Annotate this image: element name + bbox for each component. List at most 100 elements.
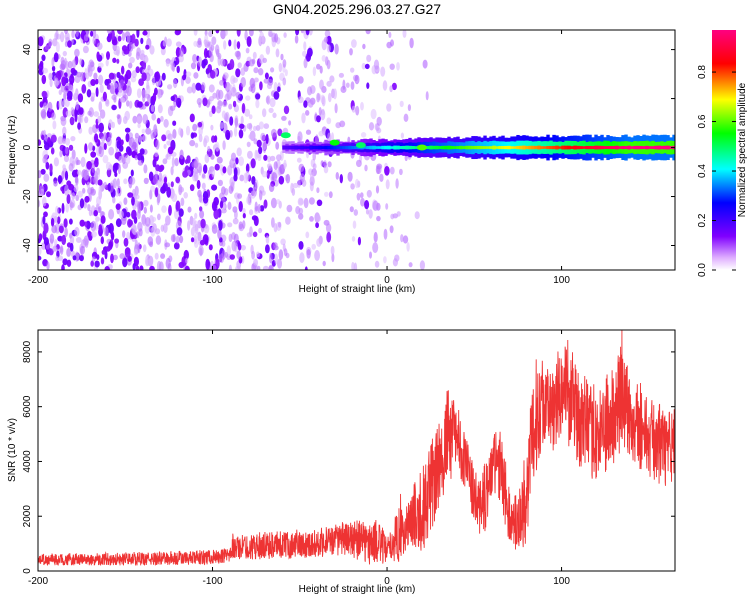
spectrogram-cell [98,145,102,155]
spectrogram-cell [128,178,133,189]
spectrogram-cell [63,155,70,163]
spectrogram-cell [373,231,378,243]
spectrogram-cell [50,134,57,143]
spectrogram-cell [59,245,64,255]
spectrogram-cell [316,238,322,247]
spectrogram-cell [119,79,125,87]
spectrogram-cell [229,59,235,70]
spectrogram-cell [196,179,201,190]
spectrogram-cell [64,30,68,35]
spectrogram-cell [203,135,210,144]
spectrogram-cell [255,93,261,100]
spectrogram-cell [360,197,365,207]
spectrogram-cell [235,157,239,165]
spectrogram-cell [402,235,409,244]
spectrogram-cell [147,236,154,246]
spectrogram-cell [143,206,147,214]
spectrogram-cell [83,170,90,181]
spectrogram-cell [173,242,180,250]
spectrogram-cell [70,67,76,74]
spectrogram-cell [150,185,156,192]
carrier-cell [549,145,553,150]
spectrogram-cell [221,110,226,119]
spectrogram-cell [38,246,42,256]
spectrogram-cell [237,242,242,251]
spectrogram-cell [149,45,155,55]
spectrogram-cell [140,37,144,45]
spectrogram-cell [360,192,364,199]
spectrogram-cell [253,67,259,74]
spectrogram-cell [399,100,404,108]
spectrogram-cell [199,239,206,246]
spectrogram-cell [175,176,181,184]
spectrogram-cell [128,100,133,109]
spectrogram-cell [306,249,311,259]
spectrogram-cell [167,133,173,141]
spectrogram-xlabel: Height of straight line (km) [299,284,416,295]
spectrogram-cell [286,204,293,213]
carrier-cell [525,146,529,150]
spectrogram-cell [227,222,233,228]
spectrogram-cell [299,252,305,264]
spectrogram-cell [94,133,99,143]
spectrogram-cell [44,142,50,151]
spectrogram-cell [376,116,382,126]
carrier-cell [291,145,295,150]
spectrogram-cell [149,189,153,200]
spectrogram-cell [262,265,269,270]
spectrogram-cell [198,134,203,143]
spectrogram-cell [221,249,226,260]
spectrogram-cell [112,196,116,204]
spectrogram-cell [199,210,205,219]
spectrogram-cell [395,178,399,189]
carrier-cell [567,145,571,150]
carrier-cell [447,145,451,150]
spectrogram-cell [94,260,100,268]
spectrogram-cell [112,57,117,63]
spectrogram-cell [126,231,131,240]
spectrogram-cell [383,228,388,240]
spectrogram-cell [404,154,408,162]
spectrogram-cell [376,165,382,175]
spectrogram-cell [230,152,237,162]
spectrogram-cell [283,32,287,38]
spectrogram-cell [282,77,287,86]
spectrogram-cell [354,74,360,85]
spectrogram-cell [205,258,210,270]
spectrogram-cell [303,100,308,108]
carrier-cell [321,146,325,149]
spectrogram-cell [156,260,162,270]
spectrogram-cell [351,39,357,48]
spectrogram-cell [327,161,332,168]
spectrogram-cell [52,120,57,130]
spectrogram-cell [285,173,291,184]
spectrogram-cell [62,258,68,266]
spectrogram-cell [53,180,58,187]
spectrogram-cell [228,233,233,243]
spectrogram-cell [191,82,197,94]
carrier-cell [660,145,664,150]
spectrogram-cell [201,82,206,91]
spectrogram-cell [298,198,304,205]
spectrogram-cell [116,140,121,149]
spectrogram-cell [335,172,339,180]
spectrogram-cell [282,59,287,68]
carrier-cell [462,146,466,149]
spectrogram-cell [96,196,101,206]
spectrogram-cell [295,206,301,215]
spectrogram-cell [245,170,250,182]
spectrogram-cell [419,260,425,270]
spectrogram-cell [150,104,155,112]
spectrogram-cell [312,66,317,77]
carrier-cell [540,146,544,149]
ytick-label: 4000 [22,450,33,473]
spectrogram-cell [117,30,123,35]
spectrogram-cell [43,237,50,246]
spectrogram-cell [347,171,353,182]
spectrogram-cell [251,250,256,260]
spectrogram-cell [38,255,42,261]
spectrogram-cell [297,76,304,84]
spectrogram-cell [170,181,174,188]
spectrogram-cell [391,82,397,91]
spectrogram-cell [86,181,91,189]
